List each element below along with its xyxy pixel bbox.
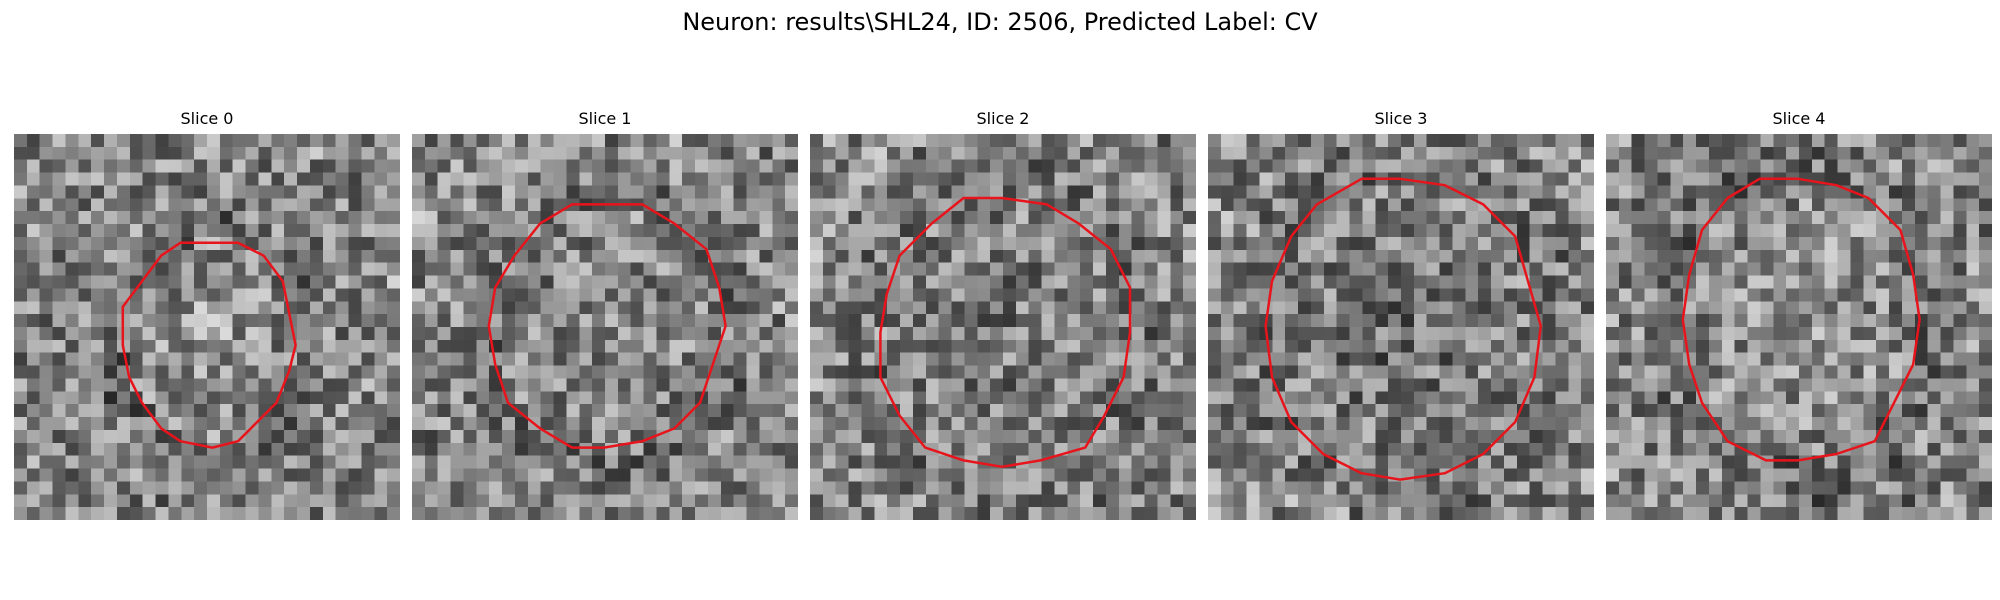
- figure-title: Neuron: results\SHL24, ID: 2506, Predict…: [682, 8, 1318, 36]
- roi-contour: [487, 203, 727, 449]
- pixel-grid: [1606, 134, 1992, 520]
- slice-image-canvas: [412, 134, 798, 520]
- pixel-grid: [1208, 134, 1594, 520]
- slice-title: Slice 0: [180, 109, 234, 128]
- slice-image: [14, 134, 400, 520]
- slice-image: [1606, 134, 1992, 520]
- pixel-grid: [412, 134, 798, 520]
- slice-image-canvas: [810, 134, 1196, 520]
- slice-title: Slice 3: [1374, 109, 1428, 128]
- roi-contour: [1681, 177, 1921, 462]
- slice-image-canvas: [1208, 134, 1594, 520]
- slice-panel-3: Slice 3: [1208, 108, 1594, 522]
- slice-panel-4: Slice 4: [1606, 108, 1992, 522]
- slice-panel-0: Slice 0: [14, 108, 400, 522]
- slice-image: [412, 134, 798, 520]
- slice-image-canvas: [1606, 134, 1992, 520]
- slice-image: [1208, 134, 1594, 520]
- pixel-grid: [14, 134, 400, 520]
- slice-image-canvas: [14, 134, 400, 520]
- slice-panel-1: Slice 1: [412, 108, 798, 522]
- roi-contour: [879, 196, 1132, 469]
- slice-panel-2: Slice 2: [810, 108, 1196, 522]
- roi-contour: [1264, 177, 1543, 481]
- slice-title: Slice 1: [578, 109, 632, 128]
- slice-title: Slice 4: [1772, 109, 1826, 128]
- slice-image: [810, 134, 1196, 520]
- roi-contour: [121, 241, 297, 449]
- pixel-grid: [810, 134, 1196, 520]
- slice-title: Slice 2: [976, 109, 1030, 128]
